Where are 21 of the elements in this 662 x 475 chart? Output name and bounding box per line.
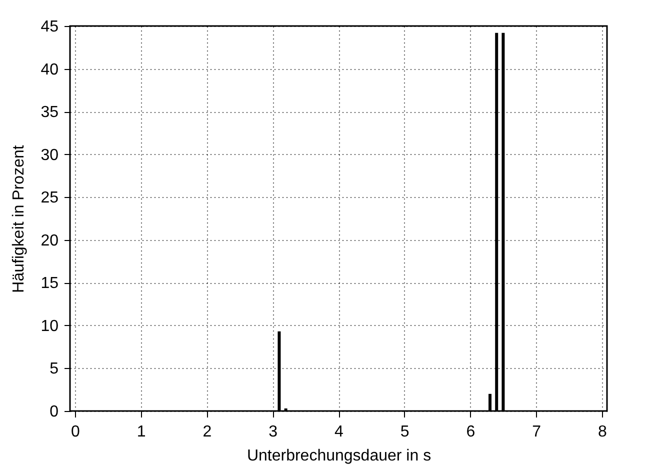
- x-tick-label: 6: [466, 424, 476, 440]
- y-tick-label: 0: [50, 404, 59, 420]
- x-tick-label: 5: [400, 424, 410, 440]
- x-tick-label: 2: [202, 424, 212, 440]
- y-tick-label: 30: [40, 146, 59, 164]
- y-axis-title: Häufigkeit in Prozent: [10, 144, 28, 293]
- y-tick-label: 45: [40, 18, 59, 36]
- x-tick-label: 7: [532, 424, 542, 440]
- y-tick-label: 10: [40, 318, 59, 335]
- x-axis-title: Unterbrechungsdauer in s: [246, 448, 432, 464]
- x-tick-label: 0: [71, 424, 80, 440]
- y-tick-label: 40: [40, 61, 59, 78]
- y-tick-label: 35: [40, 104, 59, 122]
- x-tick-label: 8: [598, 424, 608, 440]
- y-tick-label: 15: [40, 275, 59, 292]
- x-tick-label: 1: [136, 424, 146, 440]
- x-tick-label: 4: [334, 424, 344, 440]
- y-tick-label: 25: [40, 190, 59, 207]
- y-tick-label: 5: [50, 360, 59, 378]
- x-tick-label: 3: [268, 424, 278, 440]
- y-tick-label: 20: [40, 232, 59, 250]
